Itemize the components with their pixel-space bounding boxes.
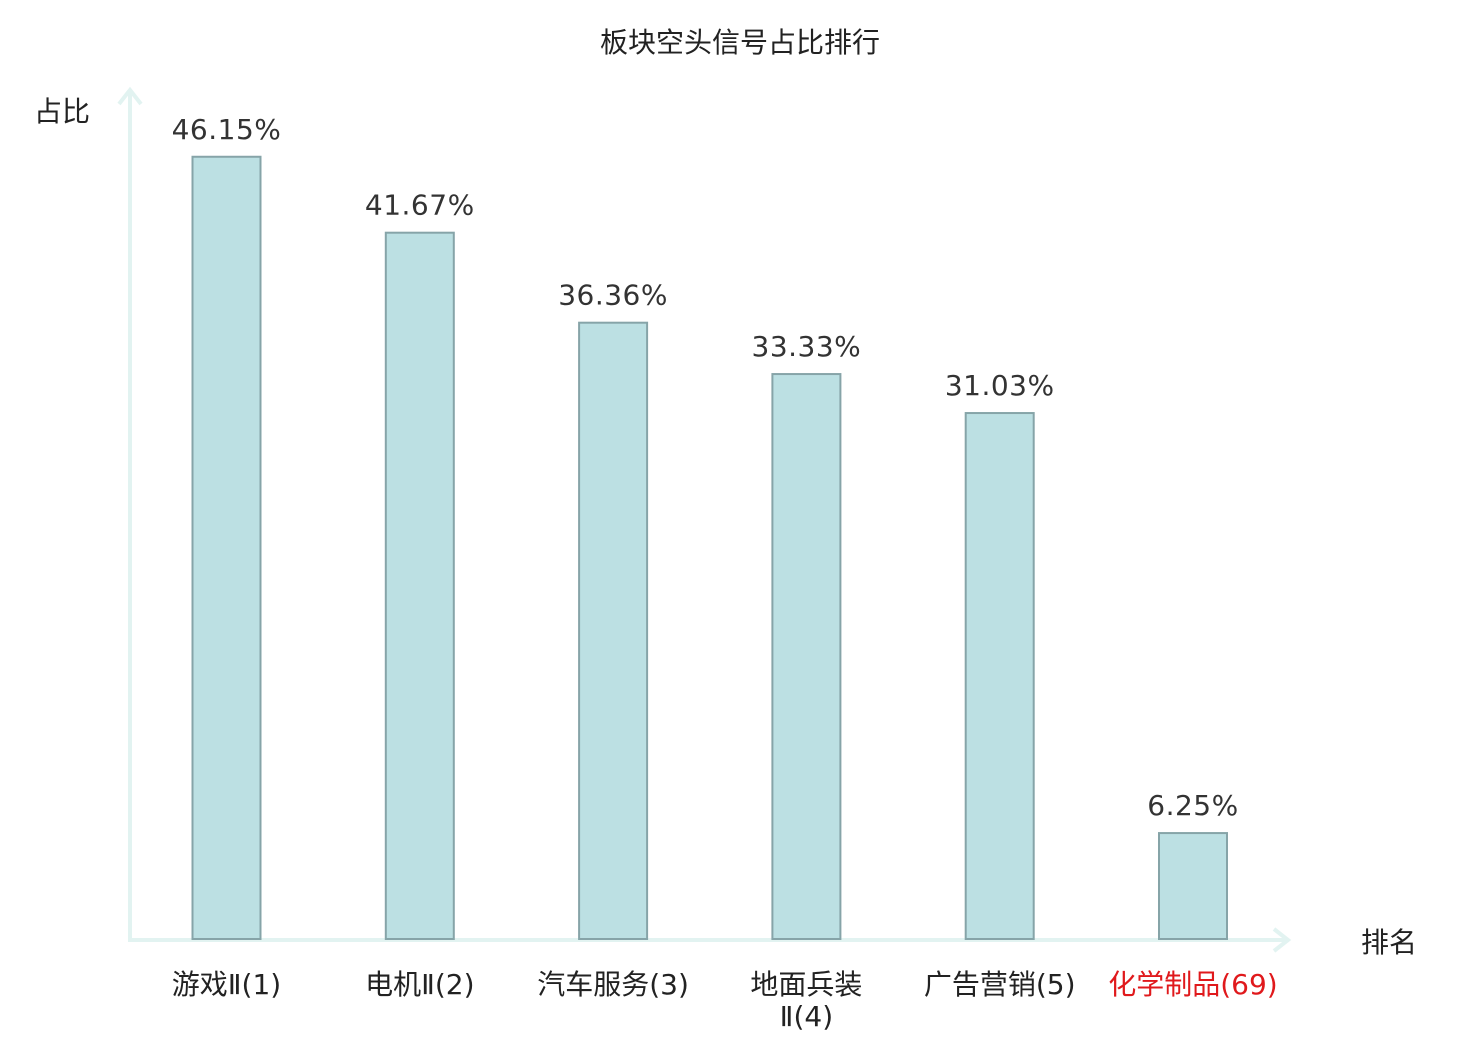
category-label-line: 化学制品(69) — [1108, 968, 1277, 1001]
value-label-3: 36.36% — [558, 279, 668, 312]
category-label-5: 广告营销(5) — [924, 968, 1076, 1001]
bar-3 — [578, 321, 649, 940]
category-label-line: 地面兵装 — [750, 968, 862, 1001]
x-axis — [128, 927, 1292, 953]
value-label-6: 6.25% — [1147, 789, 1238, 822]
category-label-3: 汽车服务(3) — [537, 968, 689, 1001]
y-axis-title: 占比 — [34, 95, 90, 128]
category-label-line: 汽车服务(3) — [537, 968, 689, 1001]
category-label-line: 电机Ⅱ(2) — [365, 968, 474, 1001]
bar-5 — [964, 412, 1035, 940]
bar-6 — [1158, 832, 1228, 940]
category-label-line: 游戏Ⅱ(1) — [172, 968, 281, 1001]
category-label-1: 游戏Ⅱ(1) — [172, 968, 281, 1001]
value-labels: 46.15% 41.67% 36.36% 33.33% 31.03% 6.25% — [172, 113, 1239, 822]
category-label-line: 广告营销(5) — [924, 968, 1076, 1001]
category-label-6: 化学制品(69) — [1108, 968, 1277, 1001]
value-label-5: 31.03% — [945, 369, 1055, 402]
value-label-4: 33.33% — [752, 330, 862, 363]
category-labels: 游戏Ⅱ(1) 电机Ⅱ(2) 汽车服务(3) 地面兵装 Ⅱ(4) 广告营销(5) 化学制品(6… — [172, 968, 1278, 1033]
bar-1 — [191, 155, 262, 940]
category-label-line: Ⅱ(4) — [780, 1000, 833, 1033]
category-label-2: 电机Ⅱ(2) — [365, 968, 474, 1001]
bar-2 — [384, 231, 455, 941]
category-label-4: 地面兵装 Ⅱ(4) — [750, 968, 862, 1033]
value-label-1: 46.15% — [172, 113, 282, 146]
chart-title: 板块空头信号占比排行 — [600, 26, 880, 59]
x-axis-title: 排名 — [1361, 926, 1417, 959]
y-axis — [117, 86, 143, 942]
bar-series — [191, 155, 1228, 941]
value-label-2: 41.67% — [365, 189, 475, 222]
bar-4 — [771, 373, 842, 940]
